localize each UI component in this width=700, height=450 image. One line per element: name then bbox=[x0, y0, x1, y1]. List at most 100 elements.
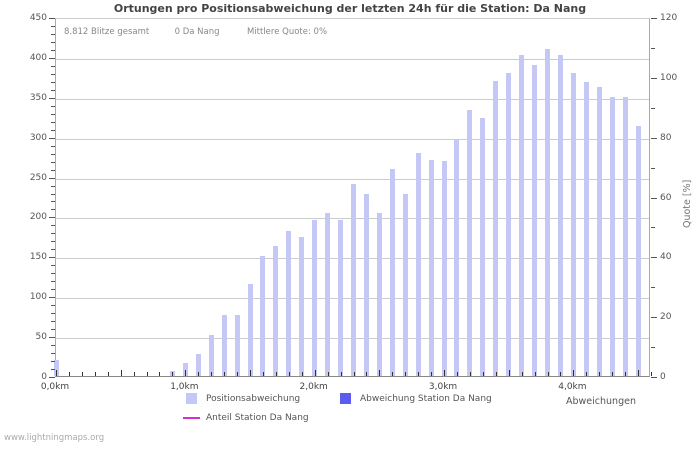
y-axis-right-tick-label: 120 bbox=[660, 13, 678, 23]
y-axis-right-tick-label: 20 bbox=[660, 312, 672, 323]
y-axis-left-tick bbox=[51, 169, 55, 171]
x-axis-tick bbox=[521, 372, 523, 376]
x-axis-tick bbox=[56, 370, 57, 376]
bar bbox=[260, 256, 266, 376]
y-axis-right-tick-label: 0 bbox=[660, 372, 666, 382]
y-axis-left-tick bbox=[49, 257, 55, 259]
y-axis-right-tick bbox=[651, 227, 655, 229]
y-axis-right-tick bbox=[651, 317, 657, 319]
y-axis-left-tick-label: 100 bbox=[29, 292, 47, 303]
chart-subcaption: 8.812 Blitze gesamt 0 Da Nang Mittlere Q… bbox=[64, 27, 327, 37]
y-axis-right-tick-label: 40 bbox=[660, 252, 672, 263]
y-axis-left-tick bbox=[51, 345, 55, 347]
bar bbox=[545, 48, 551, 376]
x-axis-tick bbox=[599, 372, 601, 376]
x-axis-tick bbox=[146, 372, 148, 376]
x-axis-tick bbox=[159, 372, 161, 376]
bar bbox=[570, 72, 576, 376]
x-axis-tick bbox=[418, 372, 420, 376]
y-axis-left-tick bbox=[51, 281, 55, 283]
page-title: Ortungen pro Positionsabweichung der let… bbox=[113, 2, 587, 15]
x-axis-tick bbox=[120, 370, 122, 376]
x-axis-tick bbox=[288, 372, 290, 376]
x-axis-tick bbox=[469, 372, 471, 376]
x-axis-tick bbox=[547, 372, 549, 376]
y-axis-left-tick bbox=[51, 41, 55, 43]
y-axis-left-tick bbox=[49, 177, 55, 179]
x-axis-tick-label: 2,0km bbox=[299, 382, 328, 392]
x-axis-tick bbox=[314, 370, 316, 376]
legend-item[interactable]: Abweichung Station Da Nang bbox=[340, 393, 492, 404]
y-axis-left-tick-label: 200 bbox=[29, 212, 47, 223]
x-axis-tick bbox=[262, 372, 264, 376]
x-axis-tick bbox=[133, 372, 135, 376]
x-axis-tick bbox=[444, 370, 446, 376]
x-axis-tick bbox=[340, 372, 342, 376]
x-axis-tick bbox=[560, 372, 562, 376]
y-axis-left-tick bbox=[51, 33, 55, 35]
x-axis-tick bbox=[612, 372, 614, 376]
y-axis-left-tick bbox=[51, 273, 55, 275]
bar bbox=[480, 118, 486, 376]
legend-color-swatch-icon bbox=[340, 393, 351, 404]
bar bbox=[53, 360, 59, 376]
y-axis-left-tick bbox=[51, 209, 55, 211]
bar bbox=[635, 126, 641, 376]
y-axis-left-tick bbox=[51, 249, 55, 251]
y-axis-left-tick-label: 300 bbox=[29, 132, 47, 143]
y-axis-left-tick bbox=[51, 161, 55, 163]
y-axis-left-tick bbox=[51, 265, 55, 267]
y-axis-left-tick-label: 50 bbox=[35, 332, 47, 343]
y-axis-right-tick bbox=[651, 18, 657, 19]
x-axis-tick-label: 3,0km bbox=[428, 382, 458, 392]
x-axis-tick bbox=[586, 372, 588, 376]
y-axis-left-tick bbox=[51, 81, 55, 83]
y-axis-left-tick bbox=[51, 321, 55, 323]
bar bbox=[376, 213, 382, 376]
y-axis-left-tick bbox=[51, 113, 55, 115]
bar bbox=[234, 314, 240, 376]
x-axis-tick bbox=[456, 372, 458, 376]
x-axis-tick bbox=[625, 372, 627, 376]
x-axis-tick bbox=[172, 372, 174, 376]
bar bbox=[299, 237, 305, 376]
bar bbox=[467, 109, 473, 376]
x-axis-tick bbox=[211, 372, 213, 376]
y-axis-left-tick bbox=[49, 57, 55, 59]
x-axis-tick-label: 0,0km bbox=[40, 382, 70, 392]
y-axis-left-tick bbox=[51, 145, 55, 147]
y-axis-left-tick bbox=[49, 297, 55, 299]
bar bbox=[415, 153, 421, 376]
x-axis-tick bbox=[431, 372, 433, 376]
bar bbox=[221, 315, 227, 376]
x-axis-tick bbox=[327, 372, 329, 376]
y-axis-left-tick bbox=[51, 193, 55, 195]
y-axis-left-tick bbox=[51, 289, 55, 291]
station-count-text: 0 Da Nang bbox=[174, 27, 220, 37]
x-axis-tick-label: 1,0km bbox=[170, 382, 199, 392]
y-axis-left-tick bbox=[51, 153, 55, 155]
gridline bbox=[56, 178, 649, 180]
y-axis-left-tick-label: 400 bbox=[29, 52, 47, 63]
y-axis-right-tick bbox=[651, 107, 655, 109]
y-axis-left-tick bbox=[51, 105, 55, 107]
y-axis-left-tick bbox=[49, 337, 55, 339]
x-axis-tick bbox=[301, 372, 303, 376]
legend-item[interactable]: Positionsabweichung bbox=[186, 393, 300, 404]
average-rate-text: Mittlere Quote: 0% bbox=[246, 27, 328, 37]
y-axis-left-tick bbox=[51, 241, 55, 243]
legend-item-label: Abweichung Station Da Nang bbox=[360, 393, 492, 404]
x-axis-tick bbox=[482, 372, 484, 376]
y-axis-left-tick bbox=[49, 377, 55, 378]
legend-item[interactable]: Anteil Station Da Nang bbox=[183, 413, 309, 423]
x-axis-tick bbox=[94, 372, 96, 376]
chart-legend: Positionsabweichung Abweichung Station Da… bbox=[0, 393, 700, 433]
y-axis-left-tick bbox=[51, 233, 55, 235]
bar bbox=[286, 230, 292, 376]
x-axis-tick bbox=[250, 370, 252, 376]
bar bbox=[622, 96, 628, 376]
bar bbox=[402, 194, 408, 376]
bar bbox=[208, 334, 214, 376]
legend-color-swatch-icon bbox=[186, 393, 197, 404]
x-axis-tick bbox=[366, 372, 368, 376]
